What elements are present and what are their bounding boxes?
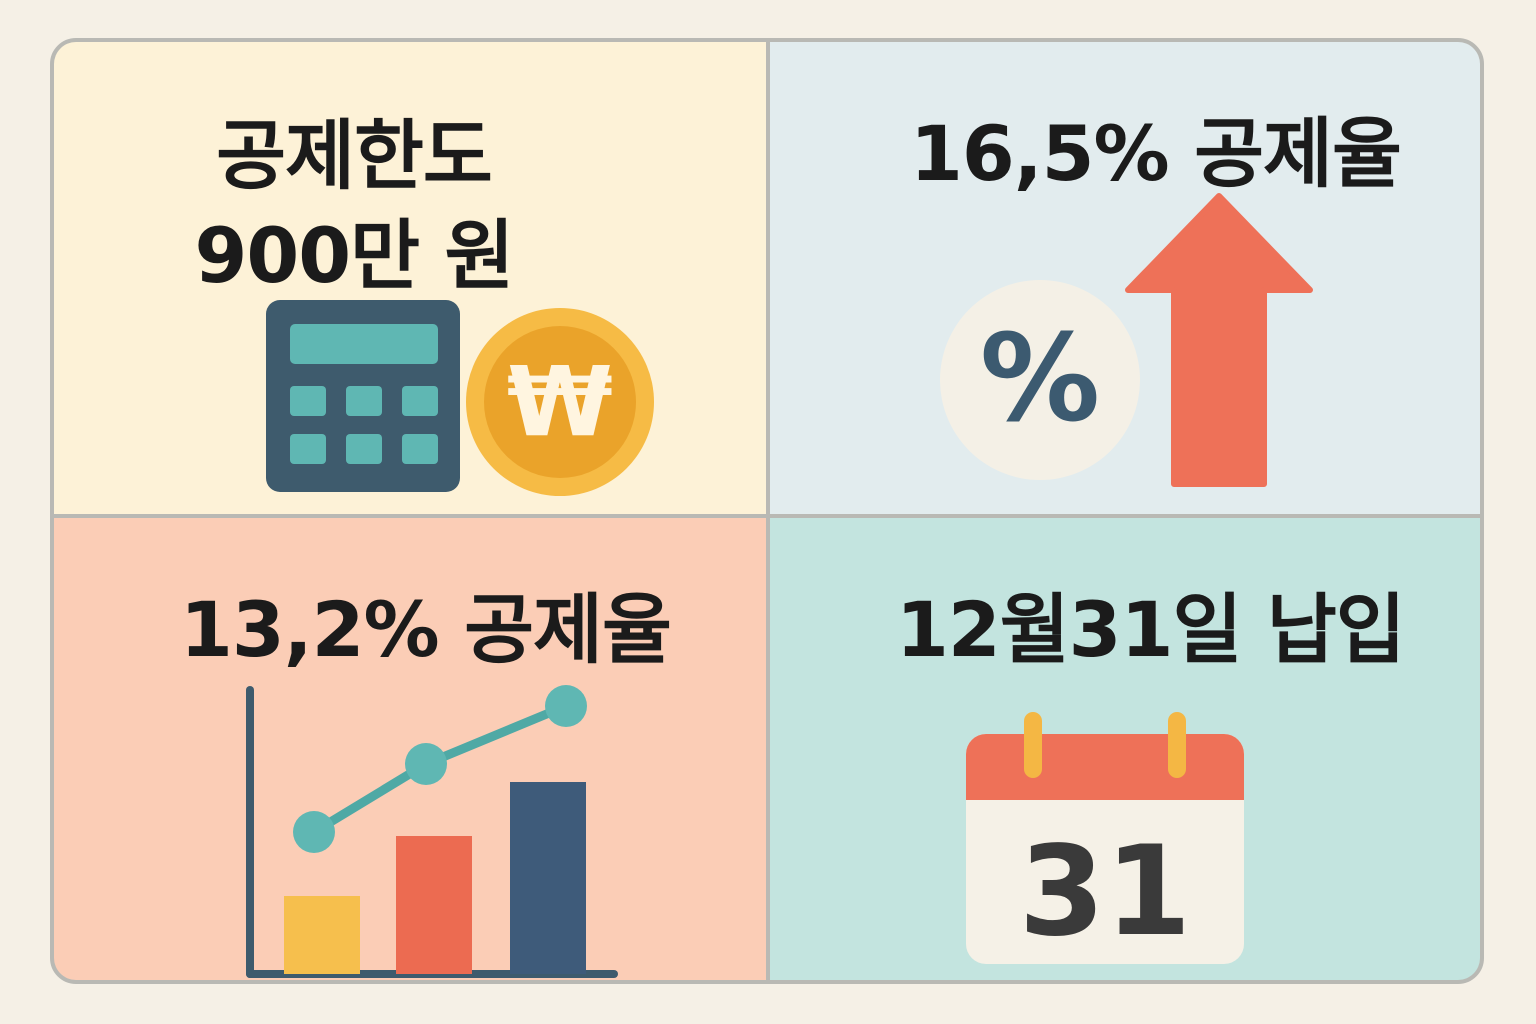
panel-rate-high: 16,5% 공제율 % — [770, 42, 1480, 514]
rate-high-title: 16,5% 공제율 — [910, 109, 1402, 198]
calculator-icon — [266, 300, 460, 492]
growth-chart-icon — [246, 685, 618, 978]
panel-deadline: 12월31일 납입 31 — [770, 518, 1480, 980]
limit-title-line2: 900만 원 — [194, 211, 515, 300]
percent-icon: % — [940, 280, 1140, 480]
rate-low-title: 13,2% 공제율 — [180, 585, 672, 674]
limit-title-line1: 공제한도 — [216, 111, 493, 200]
up-arrow-icon — [1125, 193, 1313, 487]
won-symbol: ₩ — [507, 346, 613, 458]
percent-symbol: % — [979, 310, 1101, 449]
panel-rate-low: 13,2% 공제율 — [54, 518, 766, 980]
panel-deduction-limit: 공제한도 900만 원 ₩ — [54, 42, 766, 514]
infographic-board: 공제한도 900만 원 ₩ 16,5% 공제율 % 13,2% 공제율 — [50, 38, 1484, 984]
deadline-title: 12월31일 납입 — [896, 585, 1406, 674]
won-coin-icon: ₩ — [466, 308, 654, 496]
calendar-day: 31 — [1019, 820, 1192, 964]
calendar-icon: 31 — [966, 712, 1244, 964]
